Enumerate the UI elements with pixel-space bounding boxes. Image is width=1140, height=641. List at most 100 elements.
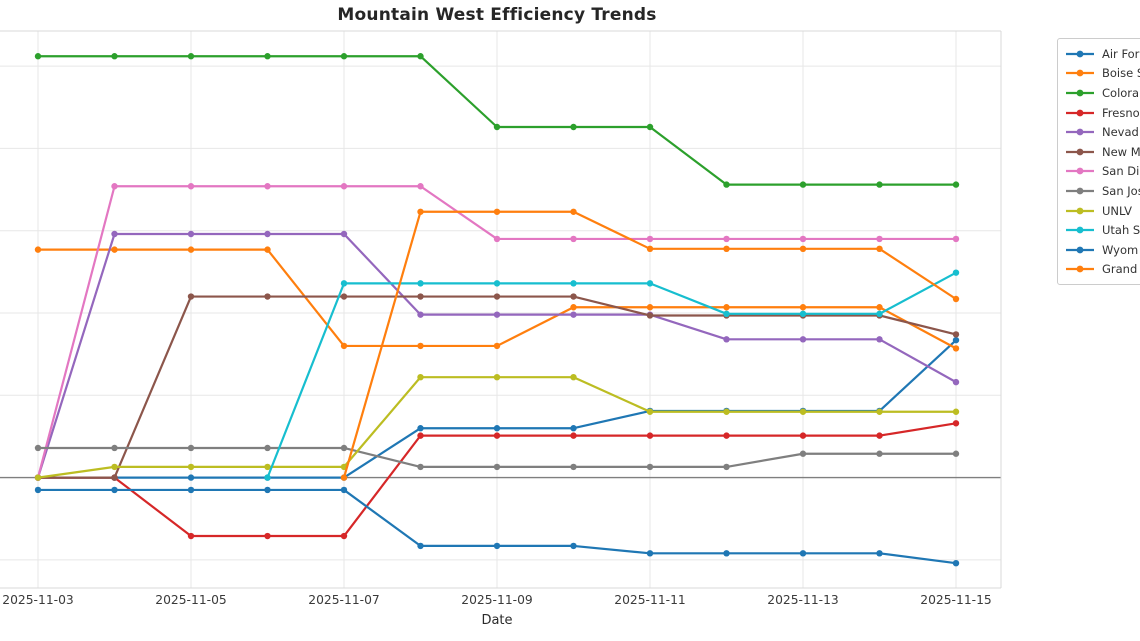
data-point-utah-s	[723, 310, 730, 318]
data-point-boise-s	[264, 246, 271, 253]
data-point-wyom	[340, 486, 348, 494]
data-point-unlv	[723, 408, 730, 415]
legend-item-fresno: Fresno	[1065, 103, 1140, 123]
data-point-boise-s	[952, 345, 960, 352]
legend-label: San Di	[1102, 164, 1140, 179]
data-point-san-jos	[264, 444, 271, 452]
data-point-nevad	[340, 230, 348, 238]
legend-swatch-grand-line-icon	[1066, 265, 1094, 273]
data-point-wyom	[876, 550, 883, 557]
data-point-colora	[340, 53, 348, 60]
legend-label: New M	[1102, 144, 1140, 159]
data-point-unlv	[952, 408, 960, 415]
data-point-colora	[723, 181, 730, 188]
data-point-utah-s	[570, 280, 577, 287]
data-point-unlv	[111, 463, 118, 471]
data-point-grand	[340, 474, 348, 481]
chart-title: Mountain West Efficiency Trends	[337, 5, 657, 25]
data-point-new-m	[264, 293, 271, 300]
legend-swatch-san-jos-line-icon	[1066, 187, 1094, 195]
data-point-wyom	[111, 486, 118, 494]
data-point-fresno	[340, 532, 348, 540]
data-point-san-jos	[340, 444, 348, 452]
legend-label: Nevad	[1102, 125, 1139, 140]
data-point-boise-s	[799, 304, 807, 311]
data-point-san-jos	[417, 463, 424, 471]
legend-item-unlv: UNLV	[1065, 201, 1140, 221]
legend-label: Utah S	[1102, 223, 1140, 238]
data-point-wyom	[952, 559, 960, 567]
data-point-wyom	[646, 550, 654, 557]
legend-label: Colora	[1102, 85, 1140, 100]
data-point-colora	[876, 181, 883, 188]
legend-item-san-jos: San Jos	[1065, 181, 1140, 201]
legend-item-air-for: Air For	[1065, 44, 1140, 64]
data-point-grand	[493, 208, 501, 215]
legend-list: Air For Boise S Colora Fresno Nevad New M San …	[1065, 44, 1140, 279]
x-tick-label: 2025-11-15	[920, 593, 992, 607]
data-point-fresno	[799, 432, 807, 439]
data-point-wyom	[493, 542, 501, 550]
plot-background	[0, 31, 1001, 588]
x-tick-label: 2025-11-07	[308, 593, 380, 607]
data-point-wyom	[264, 486, 271, 494]
data-point-san-di	[493, 235, 501, 243]
data-point-air-for	[187, 474, 195, 481]
x-tick-label: 2025-11-09	[461, 593, 533, 607]
data-point-utah-s	[876, 310, 883, 318]
data-point-wyom	[187, 486, 195, 494]
data-point-new-m	[111, 474, 118, 481]
legend-item-san-di: San Di	[1065, 162, 1140, 182]
data-point-utah-s	[493, 280, 501, 287]
data-point-nevad	[876, 336, 883, 343]
data-point-boise-s	[493, 342, 501, 350]
legend-item-colora: Colora	[1065, 83, 1140, 103]
data-point-fresno	[876, 432, 883, 439]
data-point-colora	[799, 181, 807, 188]
data-point-grand	[799, 245, 807, 253]
data-point-boise-s	[723, 304, 730, 311]
data-point-boise-s	[34, 246, 42, 253]
data-point-nevad	[111, 230, 118, 238]
data-point-unlv	[570, 373, 577, 381]
data-point-boise-s	[646, 304, 654, 311]
data-point-boise-s	[876, 304, 883, 311]
data-point-air-for	[493, 425, 501, 432]
data-point-nevad	[570, 311, 577, 318]
data-point-air-for	[417, 425, 424, 432]
data-point-new-m	[493, 293, 501, 300]
data-point-boise-s	[570, 304, 577, 311]
data-point-fresno	[264, 532, 271, 540]
data-point-unlv	[799, 408, 807, 415]
data-point-wyom	[799, 550, 807, 557]
data-point-san-di	[111, 183, 118, 190]
data-point-san-jos	[799, 450, 807, 457]
x-tick-label: 2025-11-05	[155, 593, 227, 607]
data-point-boise-s	[111, 246, 118, 253]
data-point-nevad	[723, 336, 730, 343]
data-point-new-m	[646, 312, 654, 319]
data-point-air-for	[570, 425, 577, 432]
data-point-nevad	[493, 311, 501, 318]
data-point-nevad	[187, 230, 195, 238]
data-point-san-jos	[723, 463, 730, 471]
data-point-grand	[570, 208, 577, 215]
data-point-san-jos	[111, 444, 118, 452]
legend-item-new-m: New M	[1065, 142, 1140, 162]
x-tick-label: 2025-11-13	[767, 593, 839, 607]
legend-label: Wyom	[1102, 242, 1139, 257]
data-point-fresno	[187, 532, 195, 540]
legend-swatch-wyom-line-icon	[1066, 246, 1094, 254]
legend-swatch-air-for-line-icon	[1066, 50, 1094, 58]
data-point-fresno	[723, 432, 730, 439]
legend-swatch-utah-s-line-icon	[1066, 226, 1094, 234]
data-point-grand	[876, 245, 883, 253]
legend-swatch-colora-line-icon	[1066, 89, 1094, 97]
data-point-new-m	[570, 293, 577, 300]
legend-swatch-nevad-line-icon	[1066, 128, 1094, 136]
legend-item-grand: Grand	[1065, 260, 1140, 280]
data-point-unlv	[417, 373, 424, 381]
data-point-san-jos	[187, 444, 195, 452]
legend-label: Fresno	[1102, 105, 1140, 120]
